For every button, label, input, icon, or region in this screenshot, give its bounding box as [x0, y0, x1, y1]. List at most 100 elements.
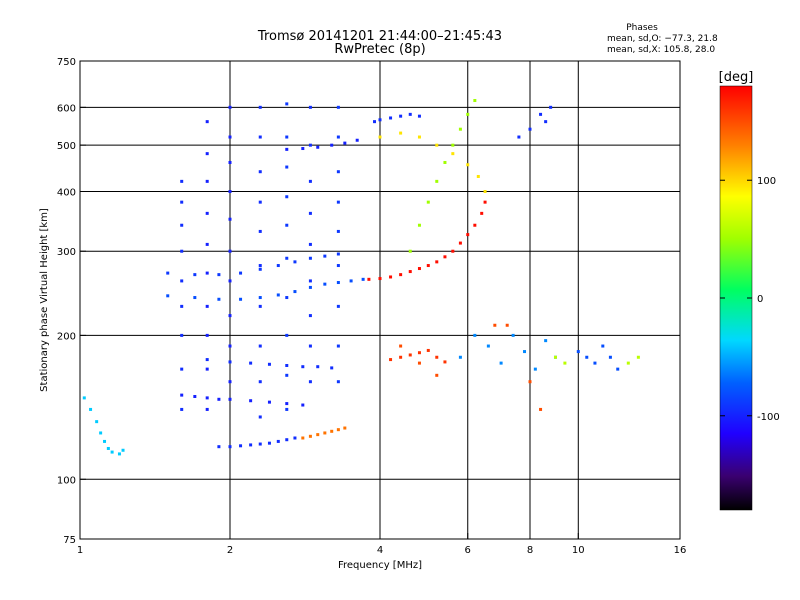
data-point	[205, 271, 209, 275]
data-point	[355, 138, 359, 142]
data-point	[239, 271, 243, 275]
data-point	[458, 127, 462, 131]
colorbar	[719, 85, 753, 511]
data-point	[549, 105, 553, 109]
data-point	[523, 350, 527, 354]
data-point	[636, 355, 640, 359]
data-point	[180, 179, 184, 183]
data-point	[205, 120, 209, 124]
x-tick-label: 1	[77, 545, 83, 556]
data-point	[258, 442, 262, 446]
data-point	[308, 434, 312, 438]
data-point	[217, 273, 221, 277]
data-point	[417, 135, 421, 139]
data-point	[517, 135, 521, 139]
data-point	[378, 118, 382, 122]
data-point	[166, 294, 170, 298]
data-point	[258, 200, 262, 204]
data-point	[378, 135, 382, 139]
data-point	[249, 443, 253, 447]
data-point	[267, 441, 271, 445]
data-point	[205, 396, 209, 400]
data-point	[458, 355, 462, 359]
data-point	[293, 290, 297, 294]
data-point	[180, 223, 184, 227]
data-point	[480, 211, 484, 215]
data-point	[316, 433, 320, 437]
data-point	[544, 339, 548, 343]
data-point	[308, 285, 312, 289]
data-point	[458, 241, 462, 245]
y-tick-label: 100	[57, 475, 76, 486]
x-tick-label: 16	[674, 545, 687, 556]
data-point	[301, 147, 305, 151]
chart-title: Tromsø 20141201 21:44:00–21:45:43	[257, 29, 502, 44]
data-point	[426, 200, 430, 204]
data-point	[121, 448, 125, 452]
data-point	[493, 323, 497, 327]
chart-subtitle: RwPretec (8p)	[334, 42, 425, 57]
data-point	[336, 229, 340, 233]
data-point	[258, 380, 262, 384]
data-point	[308, 344, 312, 348]
data-point	[476, 174, 480, 178]
data-point	[180, 200, 184, 204]
data-point	[228, 397, 232, 401]
data-point	[408, 249, 412, 253]
data-point	[417, 267, 421, 271]
data-point	[106, 446, 110, 450]
data-point	[249, 399, 253, 403]
data-points	[82, 99, 640, 456]
data-point	[258, 267, 262, 271]
data-point	[193, 394, 197, 398]
data-point	[205, 333, 209, 337]
data-point	[258, 344, 262, 348]
data-point	[336, 170, 340, 174]
data-point	[308, 211, 312, 215]
data-point	[336, 200, 340, 204]
data-point	[336, 105, 340, 109]
data-point	[276, 293, 280, 297]
data-point	[361, 277, 365, 281]
data-point	[616, 367, 620, 371]
data-point	[276, 439, 280, 443]
data-point	[378, 277, 382, 281]
data-point	[308, 179, 312, 183]
data-point	[443, 255, 447, 259]
data-point	[451, 152, 455, 156]
data-point	[180, 304, 184, 308]
x-tick-label: 8	[527, 545, 533, 556]
data-point	[435, 143, 439, 147]
data-point	[285, 147, 289, 151]
data-point	[367, 277, 371, 281]
data-point	[408, 353, 412, 357]
data-point	[426, 348, 430, 352]
data-point	[205, 242, 209, 246]
data-point	[258, 229, 262, 233]
data-point	[285, 363, 289, 367]
data-point	[258, 264, 262, 268]
data-point	[426, 264, 430, 268]
data-point	[285, 102, 289, 106]
data-point	[349, 279, 353, 283]
x-tick-label: 4	[377, 545, 383, 556]
data-point	[399, 355, 403, 359]
x-tick-label: 10	[572, 545, 585, 556]
colorbar-tick-label: -100	[757, 412, 780, 423]
y-tick-label: 200	[57, 331, 76, 342]
data-point	[217, 445, 221, 449]
data-point	[343, 426, 347, 430]
data-point	[276, 264, 280, 268]
data-point	[316, 145, 320, 149]
y-tick-label: 500	[57, 141, 76, 152]
data-point	[166, 271, 170, 275]
data-point	[308, 256, 312, 260]
data-point	[258, 296, 262, 300]
data-point	[451, 143, 455, 147]
data-point	[323, 282, 327, 286]
data-point	[389, 358, 393, 362]
data-point	[301, 403, 305, 407]
data-point	[473, 223, 477, 227]
colorbar-tick-label: 100	[757, 176, 776, 187]
